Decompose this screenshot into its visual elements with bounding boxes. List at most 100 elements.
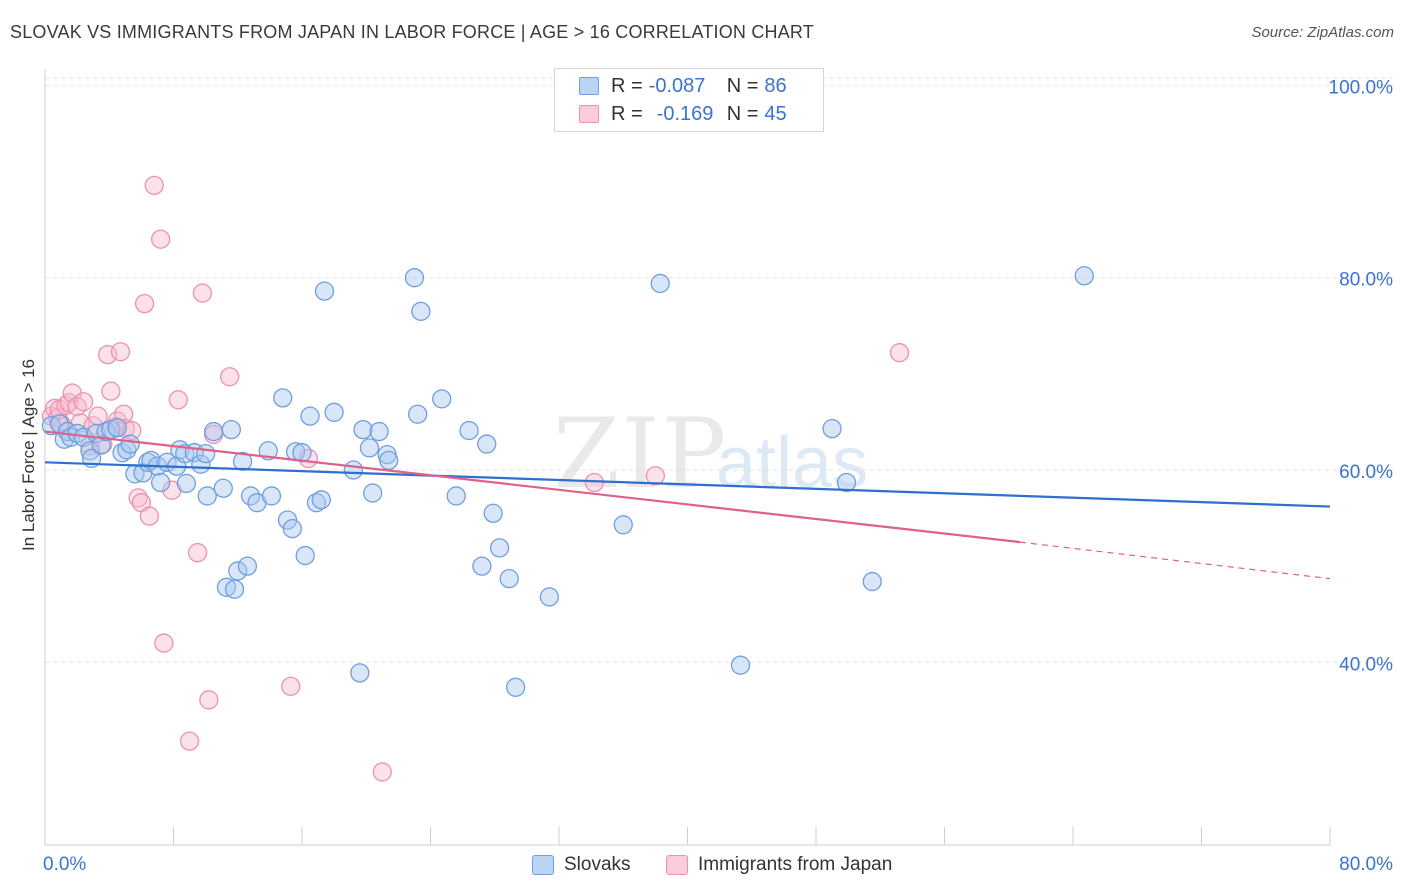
- legend-r-value: -0.169: [656, 102, 714, 125]
- japan-point: [889, 343, 910, 363]
- slovak-point: [862, 571, 882, 592]
- slovak-point: [80, 441, 100, 461]
- slovak-point: [472, 556, 492, 576]
- slovak-point: [359, 438, 380, 458]
- slovak-point: [836, 472, 857, 493]
- slovak-point: [107, 418, 127, 438]
- legend-swatch-pink: [579, 105, 599, 123]
- japan-point: [73, 392, 94, 412]
- slovak-point: [363, 483, 383, 503]
- slovak-point: [505, 677, 526, 697]
- slovak-point: [175, 444, 195, 464]
- slovak-point: [224, 579, 245, 599]
- stats-legend: R = -0.087 N = 86 R = -0.169 N = 45: [554, 68, 824, 132]
- slovak-point: [459, 420, 479, 441]
- legend-n-label: N =: [726, 102, 759, 125]
- japan-trend-extension: [1019, 541, 1331, 580]
- slovak-point: [407, 404, 428, 424]
- slovak-point: [499, 569, 519, 589]
- slovak-point: [216, 577, 237, 597]
- watermark: ZIP atlas: [553, 398, 868, 510]
- japan-point: [110, 342, 131, 362]
- slovak-point: [324, 402, 344, 422]
- slovak-point: [195, 444, 216, 464]
- japan-point: [372, 762, 392, 782]
- slovak-point: [282, 519, 303, 539]
- japan-point: [168, 390, 188, 410]
- bottom-legend-label: Immigrants from Japan: [698, 854, 893, 875]
- slovak-point: [822, 419, 842, 439]
- legend-n-value: 86: [764, 74, 787, 97]
- japan-point: [199, 690, 219, 710]
- legend-r-label: R =: [611, 102, 643, 125]
- slovak-point: [197, 486, 217, 506]
- slovak-point: [369, 421, 389, 442]
- japan-trend-line: [44, 430, 1021, 544]
- slovak-point: [120, 434, 140, 454]
- y-tick-label: 80.0%: [1339, 270, 1393, 291]
- slovak-point: [539, 587, 560, 607]
- japan-point: [144, 175, 164, 196]
- y-tick-label: 60.0%: [1339, 462, 1393, 483]
- slovak-point: [314, 281, 335, 301]
- x-tick-label: 0.0%: [43, 854, 86, 875]
- japan-point: [139, 506, 160, 526]
- japan-point: [101, 381, 121, 401]
- slovak-point: [404, 268, 425, 288]
- axis-layer: [44, 70, 1331, 846]
- legend-swatch-blue: [579, 77, 599, 95]
- legend-row-japan: R = -0.169 N = 45: [579, 101, 787, 127]
- bottom-legend-slovaks: Slovaks: [532, 852, 631, 878]
- slovak-point: [489, 538, 510, 558]
- legend-n-label: N =: [726, 74, 759, 97]
- japan-point: [220, 367, 240, 387]
- legend-r-label: R =: [611, 74, 643, 97]
- slovak-point: [477, 434, 497, 454]
- slovak-point: [295, 545, 315, 566]
- slovak-point: [343, 460, 364, 480]
- source-label: Source: ZipAtlas.com: [1251, 24, 1394, 41]
- bottom-legend-swatch-pink: [666, 855, 688, 875]
- trend-layer: [44, 430, 1331, 580]
- slovak-point: [228, 561, 248, 581]
- y-tick-label: 40.0%: [1339, 654, 1393, 675]
- slovak-point: [213, 478, 233, 498]
- slovak-point: [650, 273, 670, 294]
- japan-point: [134, 294, 155, 314]
- y-axis-label: In Labor Force | Age > 16: [19, 359, 38, 551]
- slovak-point: [353, 419, 373, 440]
- legend-r-value: -0.087: [648, 74, 706, 97]
- japan-point: [187, 543, 208, 563]
- tick-labels: 40.0% 60.0% 80.0% 100.0% 0.0% 80.0%: [43, 77, 1393, 875]
- slovak-point: [432, 389, 452, 409]
- bottom-legend-swatch-blue: [532, 855, 554, 875]
- slovak-point: [730, 655, 751, 675]
- slovak-point: [300, 406, 320, 426]
- japan-point: [645, 466, 666, 486]
- slovak-point: [204, 421, 224, 442]
- slovak-point: [411, 301, 431, 321]
- y-tick-label: 100.0%: [1329, 77, 1394, 98]
- legend-row-slovaks: R = -0.087 N = 86: [579, 73, 787, 99]
- slovak-point: [1074, 266, 1094, 286]
- slovak-point: [613, 515, 633, 535]
- japan-point: [281, 676, 301, 696]
- japan-point: [179, 731, 200, 751]
- bottom-legend-japan: Immigrants from Japan: [666, 852, 892, 878]
- slovak-point: [150, 472, 171, 493]
- slovak-point: [350, 663, 370, 683]
- chart-title: SLOVAK VS IMMIGRANTS FROM JAPAN IN LABOR…: [10, 22, 814, 42]
- slovak-trend-line: [44, 461, 1331, 508]
- x-tick-label: 80.0%: [1339, 854, 1393, 875]
- slovak-point: [446, 486, 466, 506]
- japan-point: [150, 229, 171, 249]
- japan-point: [192, 283, 213, 303]
- legend-n-value: 45: [764, 102, 787, 125]
- slovak-point: [221, 419, 241, 440]
- slovak-point: [176, 473, 197, 494]
- slovak-point: [483, 503, 503, 523]
- slovak-point: [261, 486, 282, 506]
- japan-point: [154, 633, 174, 653]
- slovak-point: [232, 451, 253, 471]
